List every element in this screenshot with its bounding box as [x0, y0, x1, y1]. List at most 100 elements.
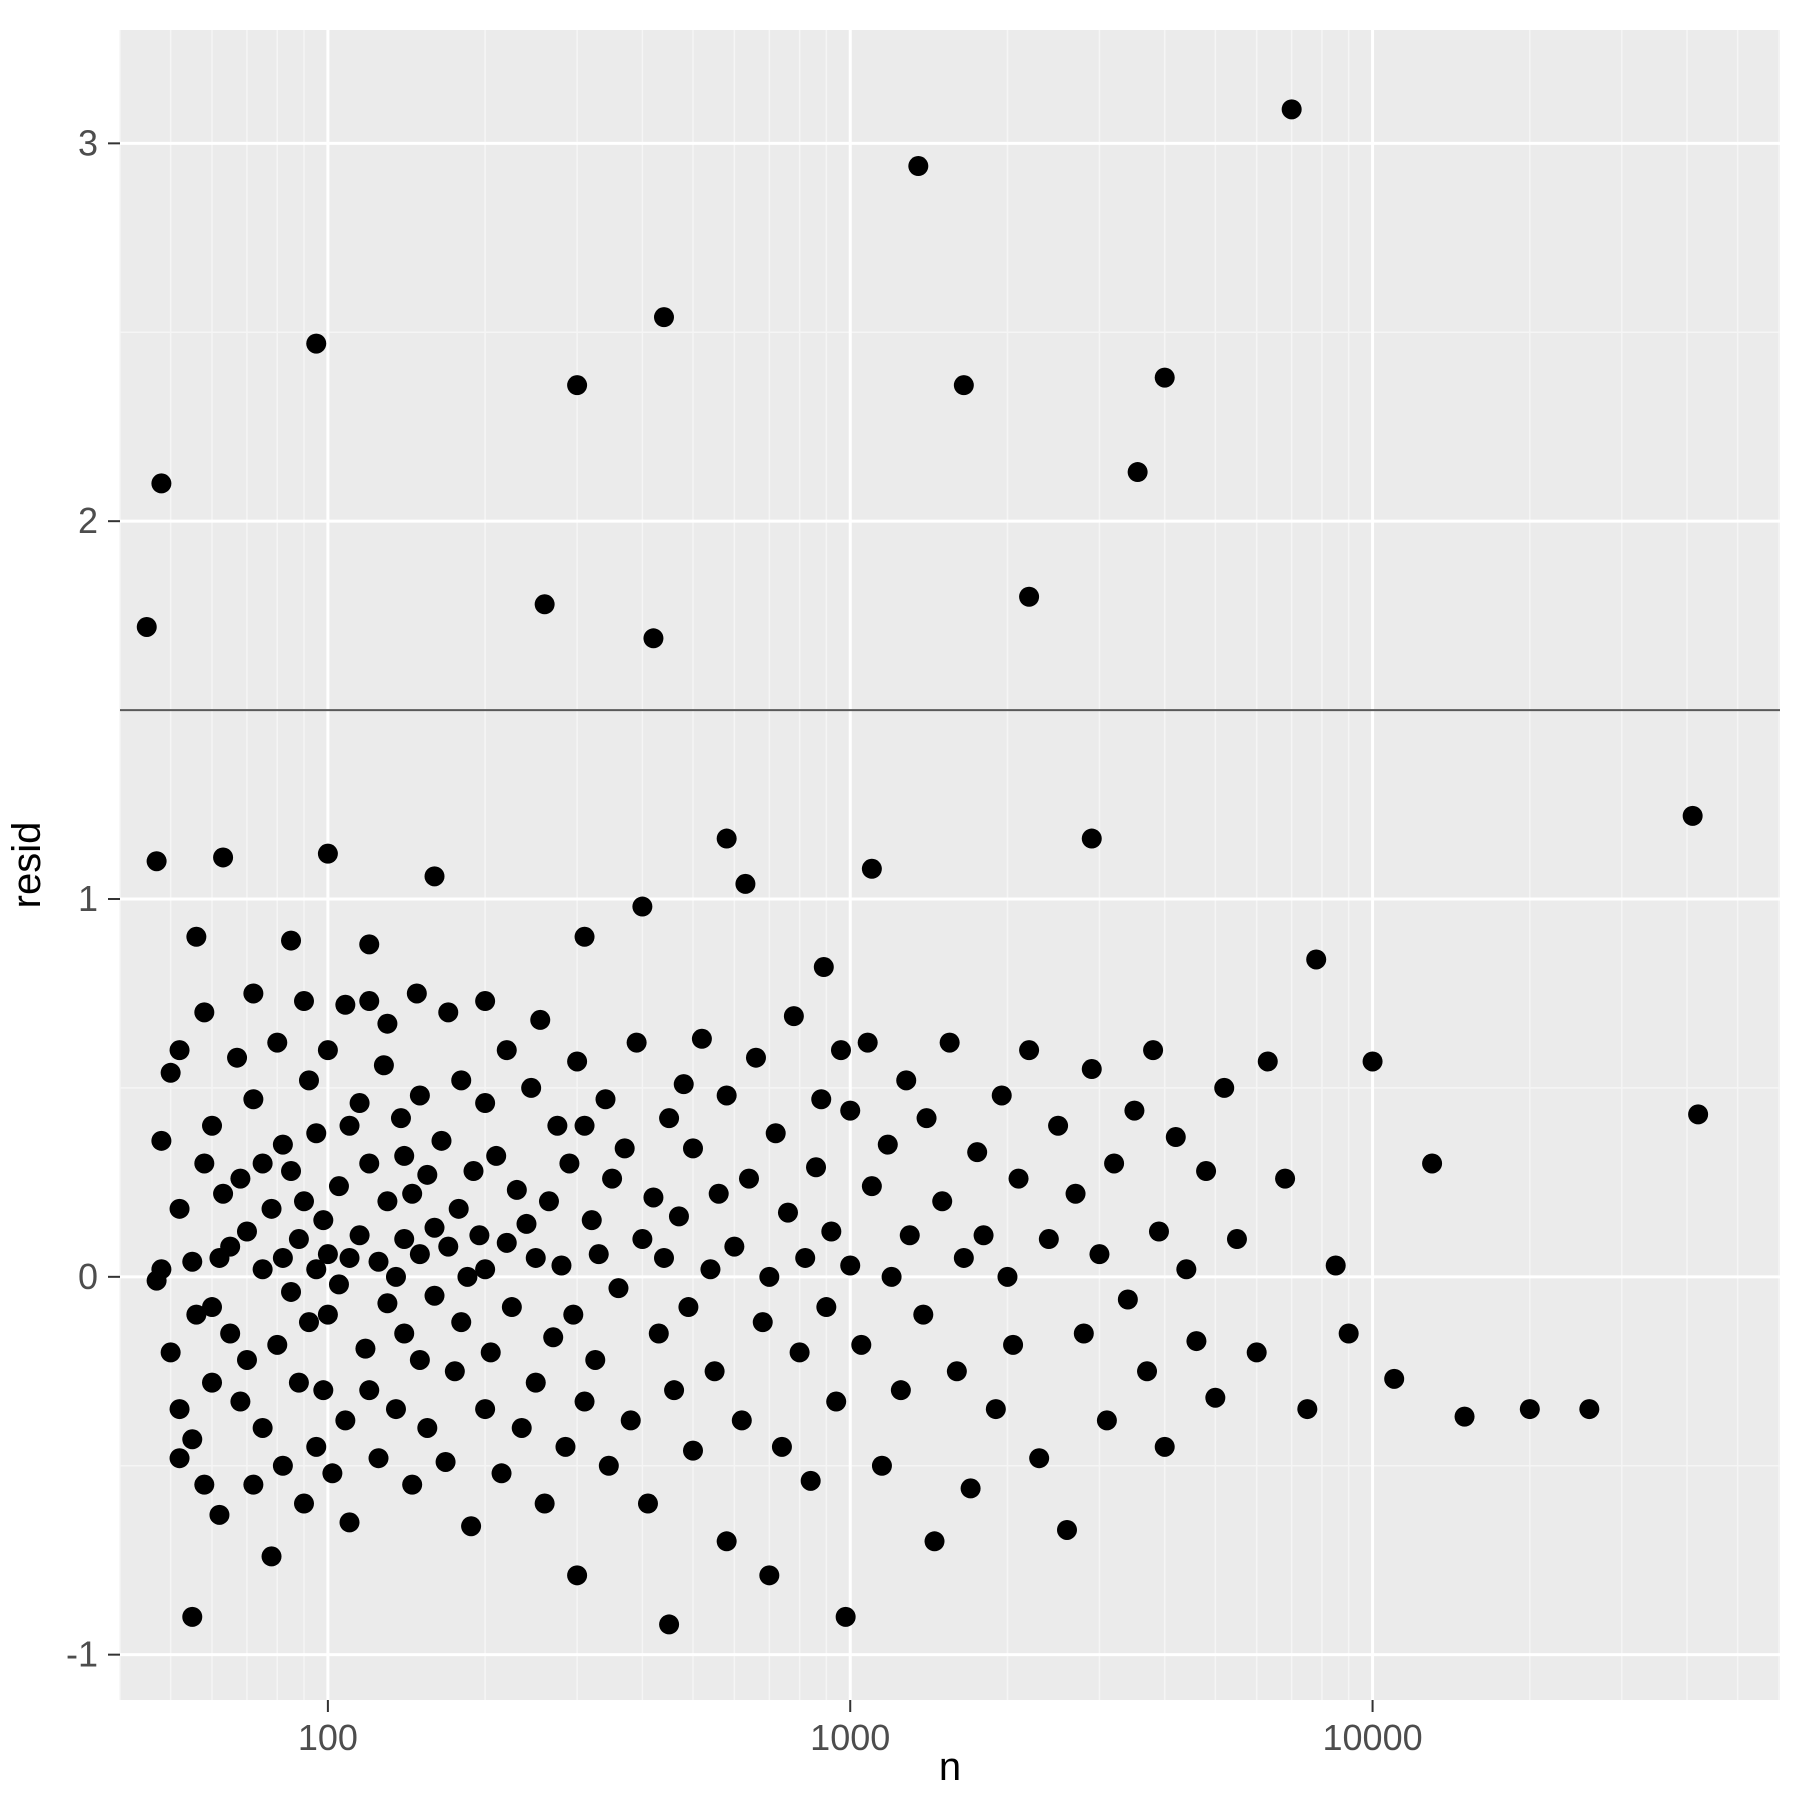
data-point	[567, 1565, 587, 1585]
data-point	[717, 829, 737, 849]
data-point	[674, 1074, 694, 1094]
data-point	[1683, 806, 1703, 826]
data-point	[967, 1142, 987, 1162]
data-point	[502, 1297, 522, 1317]
data-point	[475, 1399, 495, 1419]
data-point	[289, 1229, 309, 1249]
y-tick-label: -1	[66, 1634, 98, 1675]
data-point	[202, 1297, 222, 1317]
data-point	[202, 1373, 222, 1393]
data-point	[1579, 1399, 1599, 1419]
data-point	[230, 1392, 250, 1412]
data-point	[313, 1380, 333, 1400]
data-point	[1384, 1369, 1404, 1389]
data-point	[475, 1093, 495, 1113]
x-tick-label: 10000	[1323, 1717, 1423, 1758]
data-point	[811, 1089, 831, 1109]
data-point	[521, 1078, 541, 1098]
data-point	[608, 1278, 628, 1298]
data-point	[735, 874, 755, 894]
data-point	[992, 1085, 1012, 1105]
data-point	[329, 1176, 349, 1196]
data-point	[1066, 1184, 1086, 1204]
data-point	[643, 628, 663, 648]
data-point	[683, 1441, 703, 1461]
data-point	[814, 957, 834, 977]
data-point	[575, 1116, 595, 1136]
data-point	[170, 1040, 190, 1060]
data-point	[161, 1063, 181, 1083]
data-point	[182, 1429, 202, 1449]
data-point	[147, 851, 167, 871]
data-point	[678, 1297, 698, 1317]
data-point	[1143, 1040, 1163, 1060]
x-axis-label: n	[939, 1745, 961, 1789]
data-point	[530, 1010, 550, 1030]
data-point	[262, 1199, 282, 1219]
data-point	[182, 1607, 202, 1627]
data-point	[237, 1221, 257, 1241]
data-point	[724, 1237, 744, 1257]
data-point	[816, 1297, 836, 1317]
data-point	[151, 1131, 171, 1151]
data-point	[567, 375, 587, 395]
data-point	[709, 1184, 729, 1204]
data-point	[350, 1093, 370, 1113]
data-point	[438, 1237, 458, 1257]
data-point	[230, 1169, 250, 1189]
data-point	[194, 1002, 214, 1022]
data-point	[243, 1089, 263, 1109]
data-point	[394, 1229, 414, 1249]
data-point	[649, 1324, 669, 1344]
data-point	[340, 1512, 360, 1532]
data-point	[410, 1085, 430, 1105]
data-point	[1455, 1407, 1475, 1427]
data-point	[1003, 1335, 1023, 1355]
data-point	[1097, 1410, 1117, 1430]
data-point	[1128, 462, 1148, 482]
data-point	[417, 1418, 437, 1438]
data-point	[759, 1565, 779, 1585]
data-point	[194, 1475, 214, 1495]
y-tick-label: 3	[78, 122, 98, 163]
data-point	[669, 1206, 689, 1226]
data-point	[170, 1399, 190, 1419]
data-point	[227, 1048, 247, 1068]
data-point	[386, 1267, 406, 1287]
data-point	[575, 927, 595, 947]
data-point	[1306, 949, 1326, 969]
data-point	[940, 1033, 960, 1053]
data-point	[253, 1259, 273, 1279]
data-point	[220, 1324, 240, 1344]
data-point	[516, 1214, 536, 1234]
y-tick-label: 0	[78, 1256, 98, 1297]
data-point	[840, 1101, 860, 1121]
data-point	[801, 1471, 821, 1491]
data-point	[497, 1040, 517, 1060]
data-point	[350, 1225, 370, 1245]
data-point	[900, 1225, 920, 1245]
data-point	[772, 1437, 792, 1457]
chart-svg: 100100010000-10123nresid	[0, 0, 1800, 1800]
data-point	[340, 1116, 360, 1136]
data-point	[281, 1282, 301, 1302]
data-point	[431, 1131, 451, 1151]
x-tick-label: 100	[298, 1717, 358, 1758]
data-point	[161, 1342, 181, 1362]
data-point	[407, 983, 427, 1003]
data-point	[394, 1146, 414, 1166]
data-point	[1196, 1161, 1216, 1181]
data-point	[872, 1456, 892, 1476]
data-point	[340, 1248, 360, 1268]
data-point	[377, 1014, 397, 1034]
data-point	[599, 1456, 619, 1476]
data-point	[526, 1248, 546, 1268]
data-point	[1205, 1388, 1225, 1408]
data-point	[997, 1267, 1017, 1287]
data-point	[535, 1494, 555, 1514]
data-point	[497, 1233, 517, 1253]
data-point	[243, 983, 263, 1003]
data-point	[359, 934, 379, 954]
data-point	[596, 1089, 616, 1109]
data-point	[1104, 1153, 1124, 1173]
